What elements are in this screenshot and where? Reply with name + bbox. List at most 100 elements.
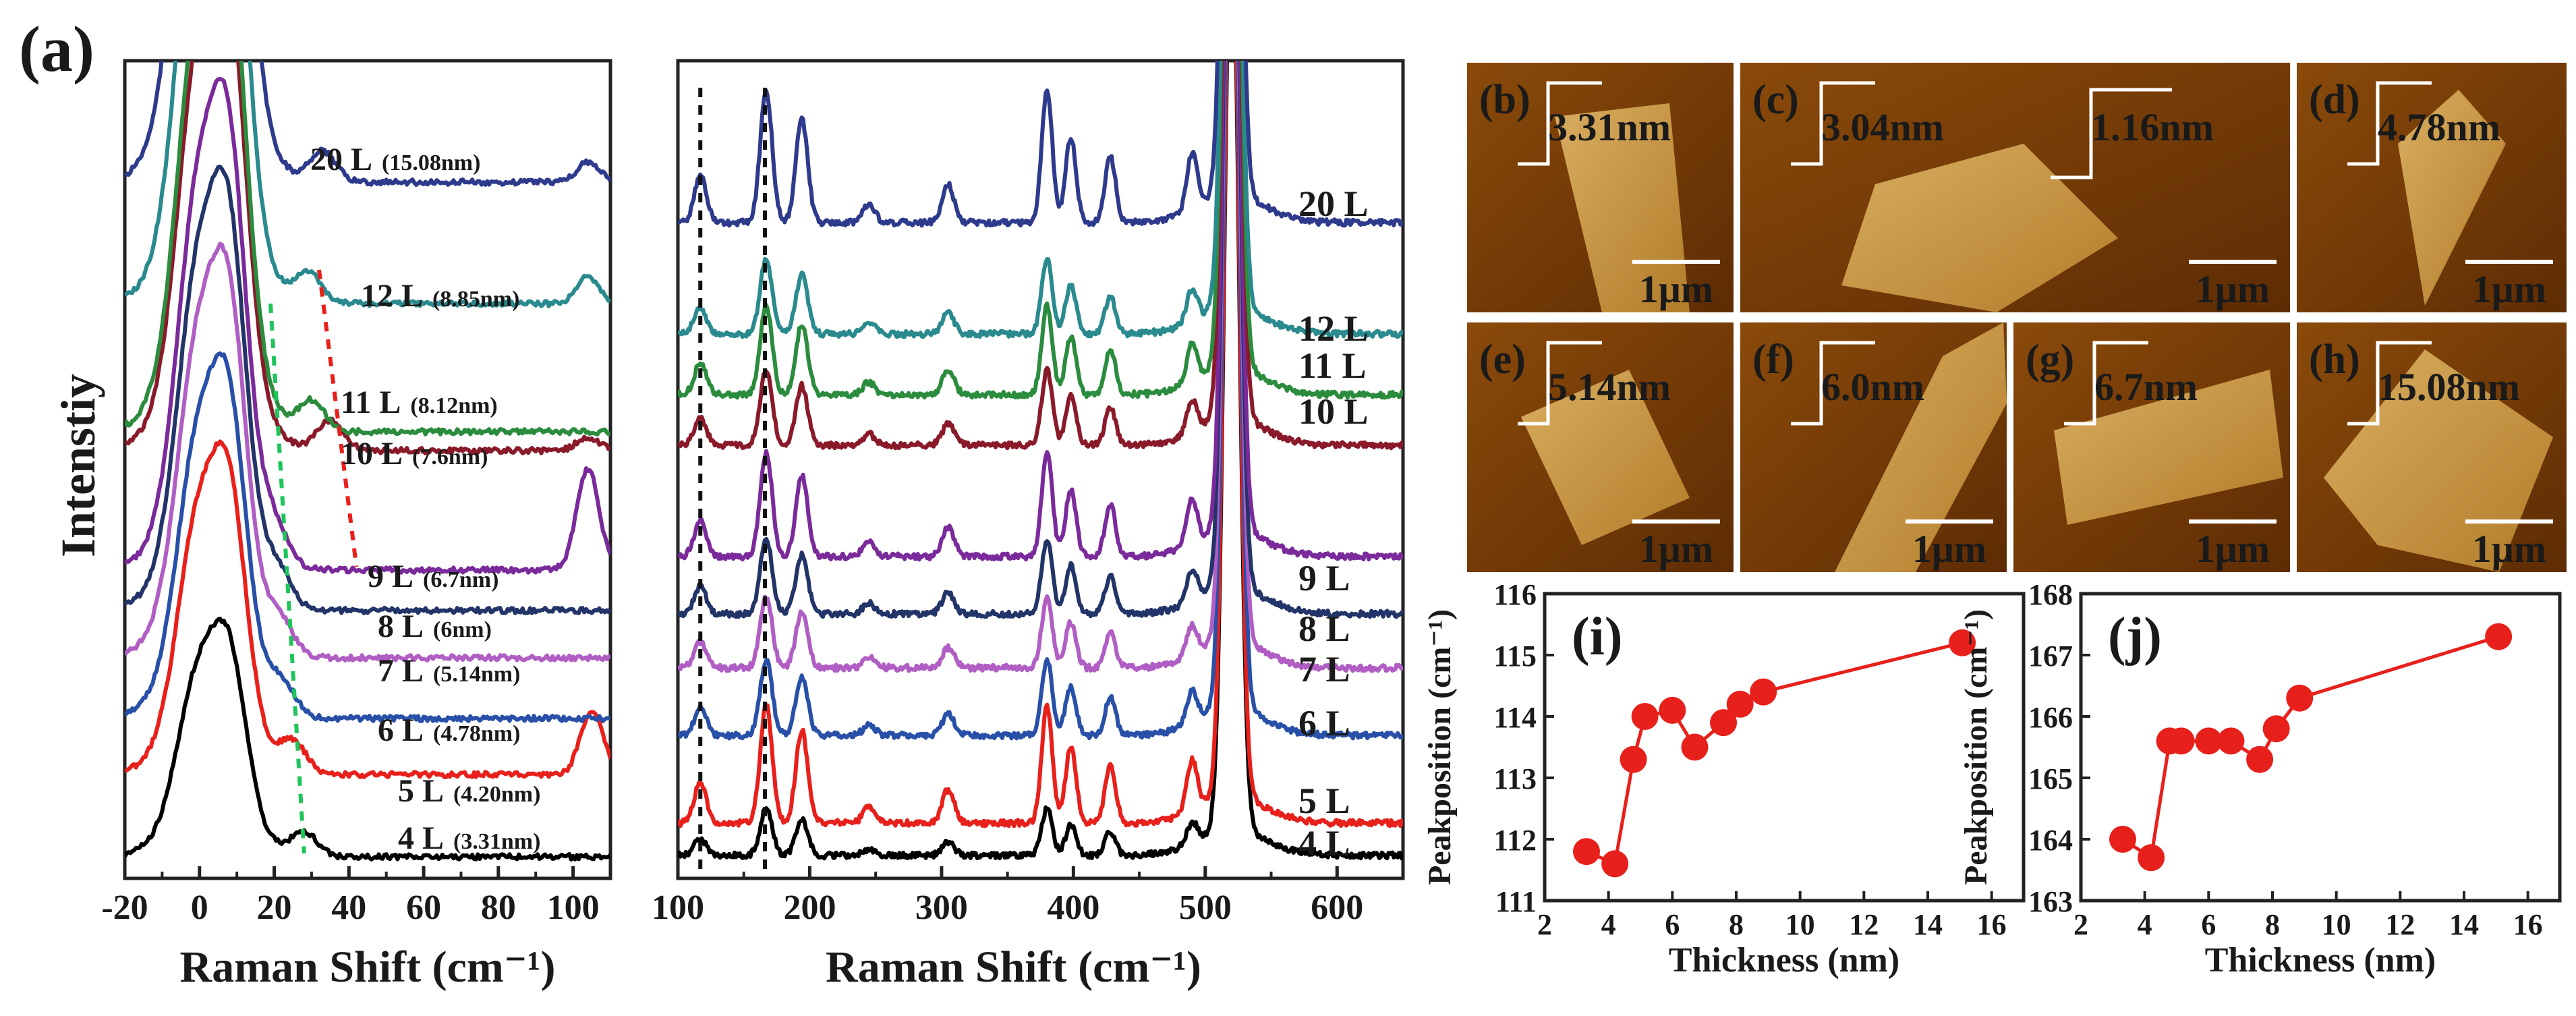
x-tick-label: 8 [2265,908,2280,941]
series-group [125,61,610,862]
afm-flake [2324,349,2553,572]
series-label-7: 11 L (8.12nm) [341,385,498,420]
x-tick-label: 6 [1665,908,1680,941]
y-tick-label: 163 [2028,885,2073,918]
x-tick-label: 2 [2073,908,2088,941]
afm-scale-label: 1μm [2472,267,2546,311]
plot-frame [123,59,612,880]
series-sub-label-3: (5.14nm) [433,662,520,687]
series-line-10l [125,61,610,455]
series-label-1: 5 L (4.20nm) [398,773,540,809]
x-tick-label: 80 [481,888,516,927]
x-tick-label: 60 [406,888,441,927]
afm-height-profile [1791,341,1875,426]
series-line-hf-2 [678,61,1403,741]
x-tick-label: 400 [1047,888,1099,927]
series-label-hf-5: 9 L [1298,558,1350,598]
series-sub-label-5: (6.7nm) [423,567,498,592]
afm-flake [2398,90,2506,306]
data-point [2485,623,2513,650]
series-label-0: 4 L (3.31nm) [398,820,540,856]
series-sub-label-1: (4.20nm) [453,782,540,807]
x-tick-label: 14 [2449,908,2479,941]
afm-panel-d: (d) 4.78nm 1μm [2297,63,2567,312]
x-tick-label: 12 [1849,908,1879,941]
x-tick-label: 0 [191,888,208,927]
y-axis-title: Intenstiy [51,374,105,557]
y-axis-title: Peakposition (cm⁻¹) [1422,609,1458,885]
afm-scale-label: 1μm [1639,527,1713,571]
x-tick-label: 16 [2513,908,2543,941]
afm-height-profile-2 [2051,88,2172,179]
x-tick-label: 600 [1311,888,1363,927]
y-tick-label: 111 [1495,885,1537,918]
red-dashed-guide [317,269,359,567]
afm-panel-f: (f) 6.0nm 1μm [1740,322,2007,572]
series-sub-label-6: (7.6nm) [412,445,488,470]
panel-a-label: (a) [19,13,94,85]
afm-panel-label: (d) [2309,77,2360,123]
series-sub-label-2: (4.78nm) [433,721,520,746]
x-tick-label: 4 [1601,908,1616,941]
afm-panel-label: (f) [1752,337,1794,383]
afm-panel-label: (b) [1479,77,1530,123]
x-axis-title: Thickness (nm) [2205,941,2436,980]
x-tick-label: 4 [2138,908,2152,941]
afm-height-profile [2064,341,2148,426]
afm-scale-label: 1μm [1912,527,1986,571]
y-tick-label: 114 [1493,701,1537,734]
y-tick-label: 168 [2028,578,2073,611]
x-tick-label: 10 [1785,908,1815,941]
afm-height-value: 3.31nm [1548,105,1671,149]
x-tick-label: 14 [1913,908,1943,941]
panel-title: (j) [2108,607,2162,667]
series-line-hf-3 [678,61,1403,673]
y-axis-title: Peakposition (cm⁻¹) [1958,609,1994,885]
afm-scale-label: 1μm [1639,267,1713,311]
series-line-hf-5 [678,61,1403,562]
y-tick-label: 164 [2028,824,2073,857]
series-label-6: 10 L (7.6nm) [341,436,488,472]
y-tick-label: 166 [2028,701,2073,734]
afm-flake [2054,370,2283,525]
series-line-hf-8 [678,61,1403,339]
series-line-hf-0 [678,61,1403,861]
x-tick-label: 100 [652,888,704,927]
x-axis-title: Raman Shift (cm⁻¹) [826,942,1201,992]
data-point [1659,696,1686,724]
series-label-hf-9: 20 L [1298,184,1369,224]
y-tick-label: 112 [1493,824,1537,857]
data-point [1750,678,1777,706]
panel-i-chart: 2 4 6 8 10 12 14 16 111 112 113 114 115 116 (i) Thickne… [1422,578,2026,980]
x-tick-label: 20 [257,888,292,927]
afm-panel-label: (g) [2026,337,2074,383]
afm-flake [1835,322,2007,572]
series-line-12l [125,61,610,308]
data-point [2286,684,2314,712]
series-label-hf-8: 12 L [1298,308,1369,349]
series-line-hf-9 [678,61,1403,228]
series-label-hf-6: 10 L [1298,391,1369,432]
series-group [678,61,1403,861]
series-label-hf-0: 4 L [1298,823,1350,864]
x-axis-title: Thickness (nm) [1669,941,1899,980]
series-line-11l [125,61,610,436]
panel-title: (i) [1572,607,1623,667]
x-tick-label: 12 [2385,908,2415,941]
series-line-20l [125,61,610,187]
plot-frame [1543,592,2026,903]
low-frequency-raman-chart: 4 L (3.31nm)5 L (4.20nm)6 L (4.78nm)7 L (5.1… [51,59,612,992]
afm-height-value: 4.78nm [2378,105,2500,149]
series-label-hf-2: 6 L [1298,703,1350,743]
data-point [1573,838,1601,866]
data-point [2217,727,2245,755]
series-line-9l [125,76,610,575]
series-line-hf-4 [678,61,1403,619]
series-line-5l [125,439,610,779]
high-frequency-raman-chart: 4 L5 L 6 L 7 L8 L 9 L 10 L 11 L12 L 20 L 100 200… [652,59,1405,992]
afm-height-value: 5.14nm [1548,365,1671,409]
data-point [1620,745,1647,773]
afm-height-profile [1791,81,1875,166]
x-axis-title: Raman Shift (cm⁻¹) [180,942,556,992]
